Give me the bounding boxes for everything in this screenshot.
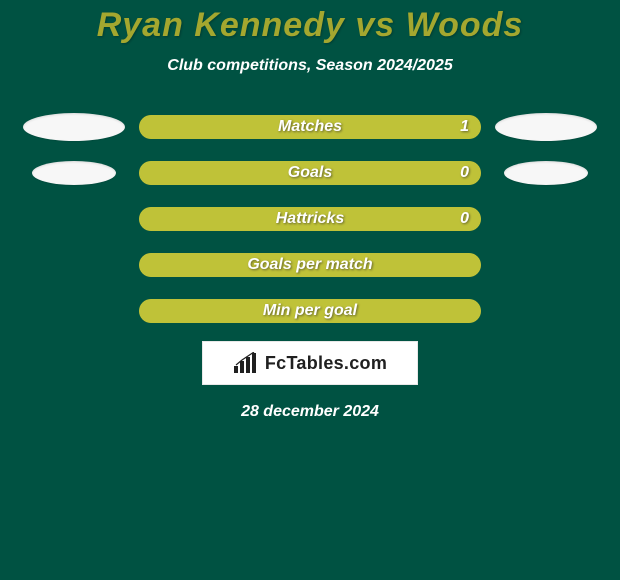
stat-row: Hattricks 0 <box>0 207 620 231</box>
stat-value-right: 0 <box>460 164 469 182</box>
side-left <box>19 113 129 141</box>
ellipse-marker <box>504 161 588 185</box>
ellipse-marker <box>23 113 125 141</box>
stat-row: Matches 1 <box>0 115 620 139</box>
stat-label: Goals <box>288 164 332 182</box>
side-right <box>491 113 601 141</box>
stat-bar: Goals 0 <box>139 161 481 185</box>
side-left <box>19 161 129 185</box>
stat-value-right: 1 <box>460 118 469 136</box>
stat-bar: Min per goal <box>139 299 481 323</box>
logo-text: FcTables.com <box>265 353 387 374</box>
stat-bar: Hattricks 0 <box>139 207 481 231</box>
stat-bar: Matches 1 <box>139 115 481 139</box>
date-text: 28 december 2024 <box>241 403 379 421</box>
page-title: Ryan Kennedy vs Woods <box>97 6 524 45</box>
page-subtitle: Club competitions, Season 2024/2025 <box>167 57 452 75</box>
stat-label: Goals per match <box>247 256 372 274</box>
stat-row: Goals per match <box>0 253 620 277</box>
stat-row: Min per goal <box>0 299 620 323</box>
chart-bars-icon <box>233 352 259 374</box>
stat-row: Goals 0 <box>0 161 620 185</box>
stat-label: Min per goal <box>263 302 357 320</box>
stat-bar: Goals per match <box>139 253 481 277</box>
infographic-container: Ryan Kennedy vs Woods Club competitions,… <box>0 0 620 580</box>
ellipse-marker <box>32 161 116 185</box>
stat-label: Matches <box>278 118 342 136</box>
fctables-logo: FcTables.com <box>202 341 418 385</box>
stat-rows: Matches 1 Goals 0 Hattricks 0 Goals per match M… <box>0 115 620 323</box>
ellipse-marker <box>495 113 597 141</box>
side-right <box>491 161 601 185</box>
stat-label: Hattricks <box>276 210 344 228</box>
stat-value-right: 0 <box>460 210 469 228</box>
